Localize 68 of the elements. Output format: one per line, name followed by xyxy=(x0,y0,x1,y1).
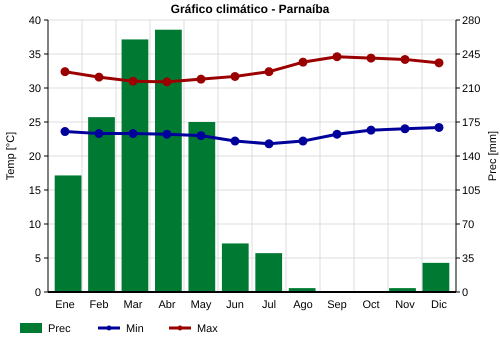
y-tick-label: 40 xyxy=(28,14,41,27)
point xyxy=(60,127,70,136)
y2-tick-label: 140 xyxy=(462,150,480,163)
x-tick-label: Ene xyxy=(55,299,75,311)
point xyxy=(230,136,240,146)
y-tick-label: 5 xyxy=(34,252,41,265)
y2-tick-label: 175 xyxy=(462,116,480,129)
bar xyxy=(88,117,115,292)
point xyxy=(332,130,342,139)
y2-tick-label: 70 xyxy=(462,218,474,231)
point xyxy=(196,131,206,140)
bar xyxy=(122,39,148,292)
legend-label: Max xyxy=(197,322,218,335)
point xyxy=(162,77,172,86)
x-tick-label: Nov xyxy=(395,299,416,311)
point xyxy=(196,74,206,84)
y-axis-title: Temp [°C] xyxy=(5,132,17,180)
point xyxy=(434,122,444,132)
point xyxy=(94,72,104,82)
point xyxy=(400,124,410,134)
point xyxy=(434,58,444,68)
y2-axis-title: Prec [mm] xyxy=(487,130,499,182)
point xyxy=(162,130,172,139)
bar xyxy=(255,253,282,292)
point xyxy=(298,58,308,67)
point xyxy=(366,126,376,135)
y-tick-label: 35 xyxy=(28,48,41,61)
y2-tick-label: 105 xyxy=(462,184,480,197)
point xyxy=(264,67,274,76)
bar xyxy=(155,30,182,292)
x-tick-label: Jul xyxy=(262,299,276,311)
y-tick-label: 20 xyxy=(28,150,41,163)
x-tick-label: Jun xyxy=(226,299,244,311)
bar xyxy=(222,243,249,292)
point xyxy=(366,54,376,63)
point xyxy=(230,72,240,81)
point xyxy=(128,129,138,138)
y-tick-label: 0 xyxy=(34,286,41,299)
y2-tick-label: 245 xyxy=(462,48,480,61)
point xyxy=(298,136,308,146)
y2-tick-label: 35 xyxy=(462,252,474,265)
x-tick-label: Sep xyxy=(327,299,347,311)
y-tick-label: 10 xyxy=(28,218,41,231)
x-tick-label: Ago xyxy=(293,299,313,311)
y2-tick-label: 280 xyxy=(462,14,480,27)
bar xyxy=(188,122,216,292)
x-tick-label: Abr xyxy=(158,299,176,311)
point xyxy=(60,67,70,76)
legend-label: Prec xyxy=(48,322,72,335)
point xyxy=(332,52,342,62)
point xyxy=(128,76,138,86)
point xyxy=(400,54,410,64)
y-tick-label: 15 xyxy=(28,184,41,197)
chart-title: Gráfico climático - Parnaíba xyxy=(170,2,330,16)
point xyxy=(264,139,274,148)
x-tick-label: Mar xyxy=(124,299,143,311)
y-tick-label: 25 xyxy=(28,116,41,129)
bar xyxy=(422,262,450,292)
point xyxy=(94,129,104,138)
x-tick-label: May xyxy=(190,299,212,311)
x-tick-label: Feb xyxy=(90,299,108,311)
bar xyxy=(54,175,82,292)
y2-tick-label: 0 xyxy=(462,286,468,299)
x-tick-label: Oct xyxy=(362,299,380,311)
x-tick-label: Dic xyxy=(431,299,448,311)
y2-tick-label: 210 xyxy=(462,82,480,95)
legend-label: Min xyxy=(126,322,144,335)
y-tick-label: 30 xyxy=(28,82,41,95)
